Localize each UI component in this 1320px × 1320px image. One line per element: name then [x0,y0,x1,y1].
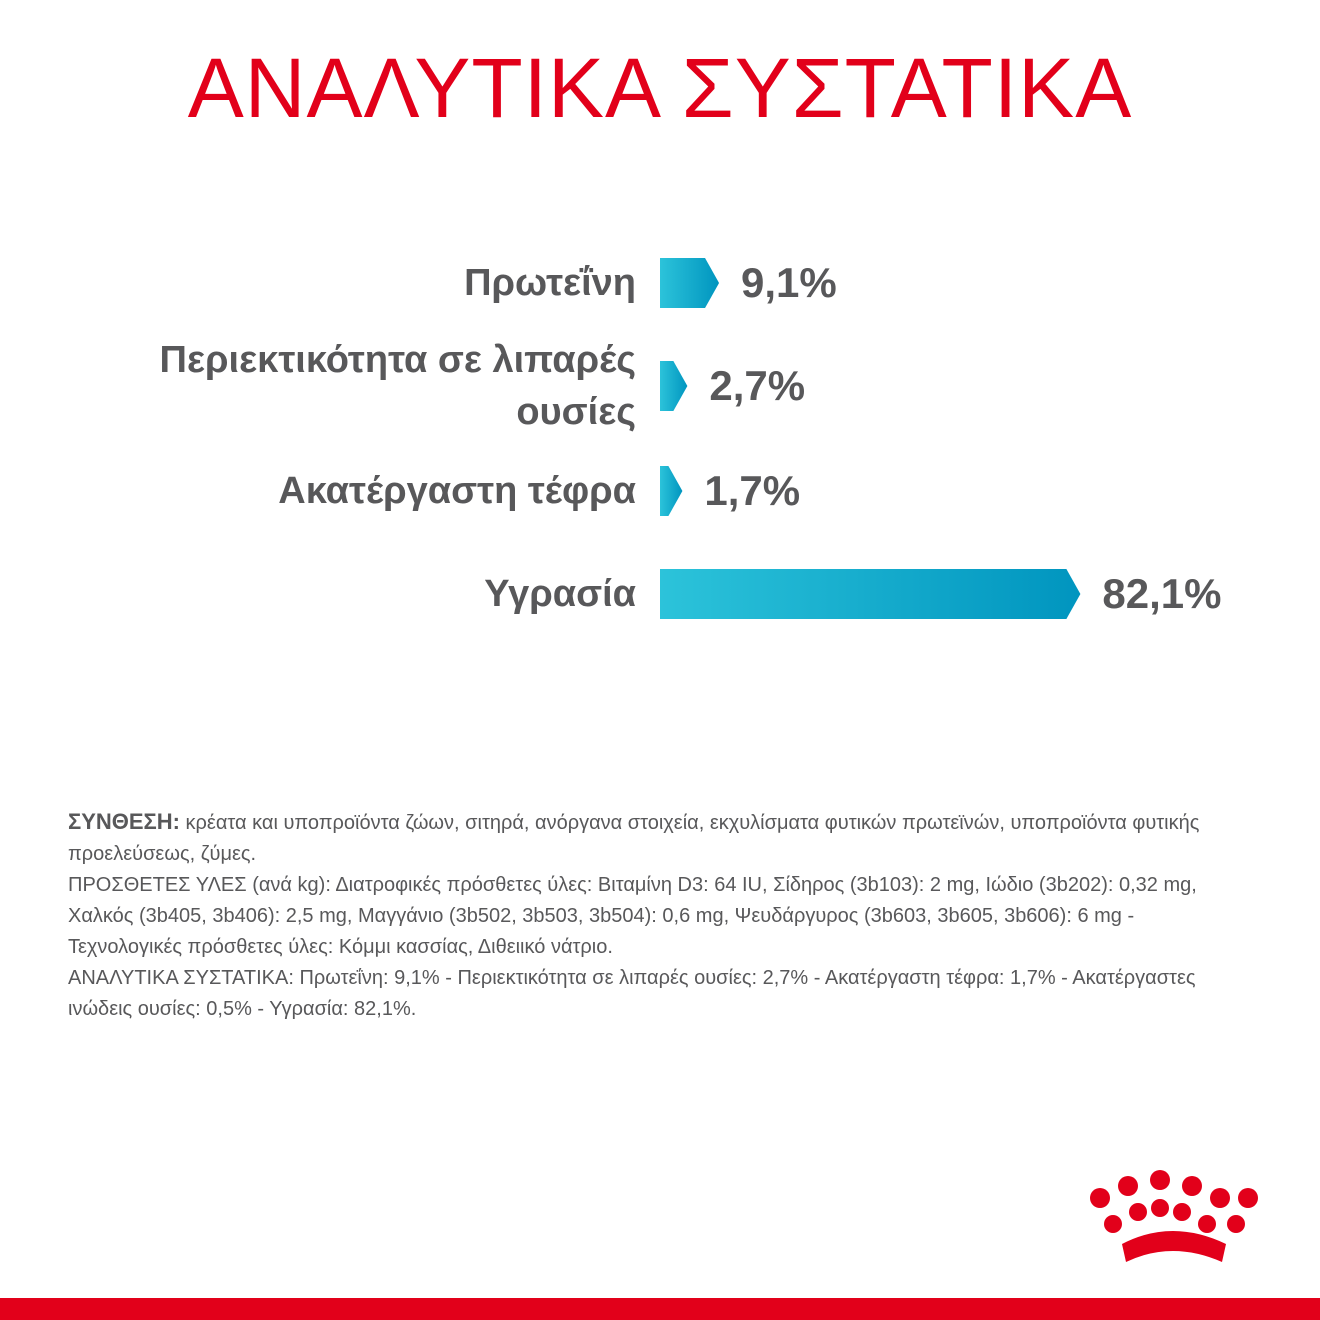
bar [660,258,720,308]
composition-text: κρέατα και υποπροϊόντα ζώων, σιτηρά, ανό… [68,812,1200,865]
bar [660,466,683,516]
value-label: 1,7% [704,467,801,514]
composition: ΣΥΝΘΕΣΗ: κρέατα και υποπροϊόντα ζώων, σι… [68,806,1248,1025]
bar [660,361,688,411]
category-label: Περιεκτικότητα σε λιπαρές ουσίες [159,339,636,433]
value-label: 9,1% [741,259,837,306]
category-label: Πρωτεΐνη [464,262,636,304]
value-label: 82,1% [1102,570,1222,617]
bar [660,569,1081,619]
composition-paragraph: ΣΥΝΘΕΣΗ: κρέατα και υποπροϊόντα ζώων, σι… [68,806,1248,870]
footer-strip [0,1298,1320,1320]
composition-label: ΣΥΝΘΕΣΗ: [68,809,180,834]
category-label: Υγρασία [484,573,636,615]
value-label: 2,7% [709,362,806,409]
logo [1090,1170,1258,1262]
chart-title: ΑΝΑΛΥΤΙΚΑ ΣΥΣΤΑΤΙΚΑ [187,41,1133,135]
category-label: Ακατέργαστη τέφρα [278,470,636,512]
additives-text: ΠΡΟΣΘΕΤΕΣ ΥΛΕΣ (ανά kg): Διατροφικές πρό… [68,874,1197,958]
analysis-text: ΑΝΑΛΥΤΙΚΑ ΣΥΣΤΑΤΙΚΑ: Πρωτεΐνη: 9,1% - Πε… [68,967,1196,1020]
